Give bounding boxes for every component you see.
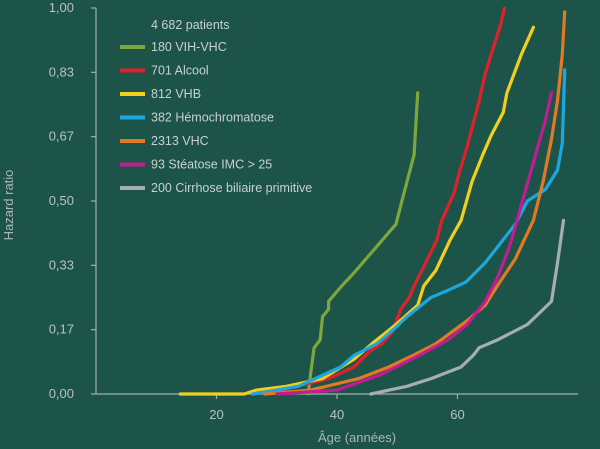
series-line-3 (178, 25, 536, 396)
series-line-7 (369, 218, 566, 396)
legend-label-4: 382 Hémochromatose (151, 111, 274, 125)
x-ticks: 20 40 60 (209, 394, 465, 422)
legend-label-7: 200 Cirrhose biliaire primitive (151, 181, 312, 195)
series-line-4 (251, 68, 567, 396)
y-tick-label: 0,17 (49, 322, 74, 337)
y-tick-label: 0,50 (49, 193, 74, 208)
series-line-5 (263, 10, 567, 396)
legend-label-2: 701 Alcool (151, 64, 209, 78)
legend: 4 682 patients 180 VIH-VHC 701 Alcool 812 … (120, 18, 312, 195)
series-lines (178, 6, 567, 396)
x-tick-label: 40 (330, 407, 344, 422)
x-tick-label: 60 (450, 407, 464, 422)
y-tick-label: 0,33 (49, 257, 74, 272)
legend-label-3: 812 VHB (151, 87, 201, 101)
x-axis-title: Âge (années) (318, 430, 396, 445)
legend-label-1: 180 VIH-VHC (151, 40, 227, 54)
x-tick-label: 20 (209, 407, 223, 422)
legend-label-5: 2313 VHC (151, 134, 209, 148)
y-tick-label: 0,00 (49, 386, 74, 401)
y-ticks: 0,00 0,17 0,33 0,50 0,67 0,83 1,00 (49, 0, 96, 401)
y-axis-title: Hazard ratio (1, 170, 16, 241)
series-line-2 (263, 6, 507, 396)
y-tick-label: 0,67 (49, 129, 74, 144)
series-line-1 (306, 91, 420, 396)
legend-header: 4 682 patients (151, 18, 230, 32)
legend-label-6: 93 Stéatose IMC > 25 (151, 158, 272, 172)
y-tick-label: 0,83 (49, 64, 74, 79)
y-tick-label: 1,00 (49, 0, 74, 15)
legend-items: 180 VIH-VHC 701 Alcool 812 VHB 382 Hémochro… (120, 40, 312, 195)
series-line-6 (275, 91, 554, 396)
